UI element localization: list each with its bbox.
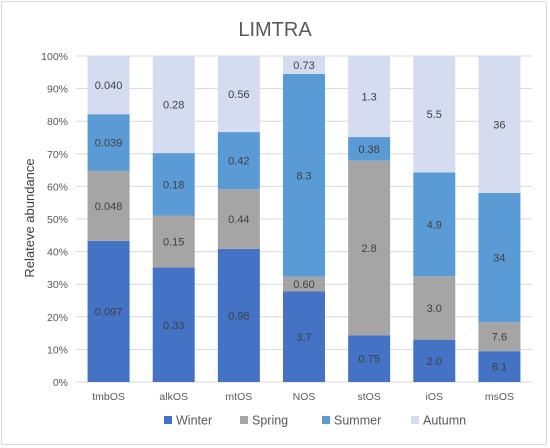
y-tick-label: 90%: [47, 84, 68, 96]
y-axis-label: Relateve abundance: [22, 158, 37, 277]
y-tick-label: 80%: [47, 116, 68, 128]
legend: Winter Spring Summer Autumn: [164, 414, 466, 428]
bar-segment: [152, 215, 195, 268]
y-axis-ticks: 0% 10% 20% 30% 40% 50% 60% 70% 80% 90% 100%: [41, 51, 68, 389]
y-tick-label: 40%: [47, 247, 68, 259]
bar-segment: [413, 56, 456, 173]
bar-segment: [348, 56, 391, 138]
bar-segment: [413, 172, 456, 277]
chart-title: LIMTRA: [238, 19, 312, 41]
bar-segment: [348, 137, 391, 161]
x-tick-label: stOS: [357, 391, 380, 403]
data-label: 0.75: [358, 354, 379, 366]
y-tick-label: 0%: [53, 377, 68, 389]
data-label: 0.039: [95, 138, 123, 150]
x-tick-label: NOS: [293, 391, 316, 403]
data-label: 0.28: [163, 100, 184, 112]
data-label: 0.048: [95, 201, 123, 213]
data-labels: 0.097 0.048 0.039 0.040 0.33 0.15 0.18 0.28 0.98…: [95, 60, 507, 374]
bar-segment: [152, 267, 195, 382]
legend-label: Spring: [252, 414, 288, 428]
bar-segment: [478, 351, 521, 382]
legend-swatch: [322, 416, 330, 424]
x-tick-label: iOS: [426, 391, 444, 403]
legend-swatch: [411, 416, 419, 424]
legend-label: Summer: [334, 414, 381, 428]
x-axis-ticks: tmbOS alkOS mtOS NOS stOS iOS msOS: [92, 391, 514, 403]
data-label: 5.5: [427, 109, 442, 121]
data-label: 0.040: [95, 80, 123, 92]
bar-segment: [152, 56, 195, 154]
bar-segment: [87, 114, 130, 171]
data-label: 3.7: [296, 332, 311, 344]
data-label: 7.6: [492, 332, 507, 344]
x-tick-label: alkOS: [159, 391, 188, 403]
data-label: 0.98: [228, 310, 249, 322]
bar-segment: [413, 276, 456, 340]
data-label: 1.3: [361, 92, 376, 104]
bar-segment: [283, 56, 325, 74]
data-label: 34: [493, 253, 505, 265]
data-label: 0.097: [95, 306, 123, 318]
bar-segment: [348, 160, 391, 336]
bar-segment: [87, 170, 130, 241]
y-tick-label: 30%: [47, 279, 68, 291]
bar-segment: [283, 276, 325, 292]
bar-segment: [478, 322, 521, 352]
legend-swatch: [240, 416, 248, 424]
bar-segment: [217, 189, 260, 249]
data-label: 0.42: [228, 156, 249, 168]
data-label: 3.0: [427, 303, 442, 315]
legend-swatch: [164, 416, 172, 424]
bars: [87, 56, 521, 382]
data-label: 2.8: [361, 243, 376, 255]
bar-segment: [478, 192, 521, 323]
bar-segment: [87, 240, 130, 382]
x-tick-label: mtOS: [225, 391, 252, 403]
data-label: 36: [493, 119, 505, 131]
y-tick-label: 60%: [47, 181, 68, 193]
data-label: 8.1: [492, 362, 507, 374]
legend-label: Winter: [176, 414, 212, 428]
y-tick-label: 20%: [47, 312, 68, 324]
data-label: 0.38: [358, 144, 379, 156]
data-label: 0.33: [163, 320, 184, 332]
bar-segment: [413, 339, 456, 382]
bar-segment: [478, 56, 521, 193]
bar-segment: [217, 132, 260, 190]
bar-segment: [348, 335, 391, 382]
bar-segment: [152, 153, 195, 216]
y-tick-label: 70%: [47, 149, 68, 161]
data-label: 0.15: [163, 237, 184, 249]
data-label: 0.18: [163, 179, 184, 191]
data-label: 4.9: [427, 219, 442, 231]
data-label: 0.60: [293, 279, 314, 291]
data-label: 8.3: [296, 170, 311, 182]
data-label: 0.44: [228, 214, 249, 226]
bar-segment: [217, 248, 260, 382]
y-tick-label: 100%: [41, 51, 68, 63]
bar-segment: [87, 56, 130, 115]
y-tick-label: 50%: [47, 214, 68, 226]
data-label: 2.0: [427, 356, 442, 368]
data-label: 0.73: [293, 60, 314, 72]
x-tick-label: tmbOS: [92, 391, 125, 403]
data-label: 0.56: [228, 89, 249, 101]
bar-segment: [217, 56, 260, 133]
x-tick-label: msOS: [485, 391, 514, 403]
bar-segment: [283, 73, 325, 277]
y-tick-label: 10%: [47, 344, 68, 356]
legend-label: Autumn: [423, 414, 466, 428]
bar-segment: [283, 291, 325, 382]
